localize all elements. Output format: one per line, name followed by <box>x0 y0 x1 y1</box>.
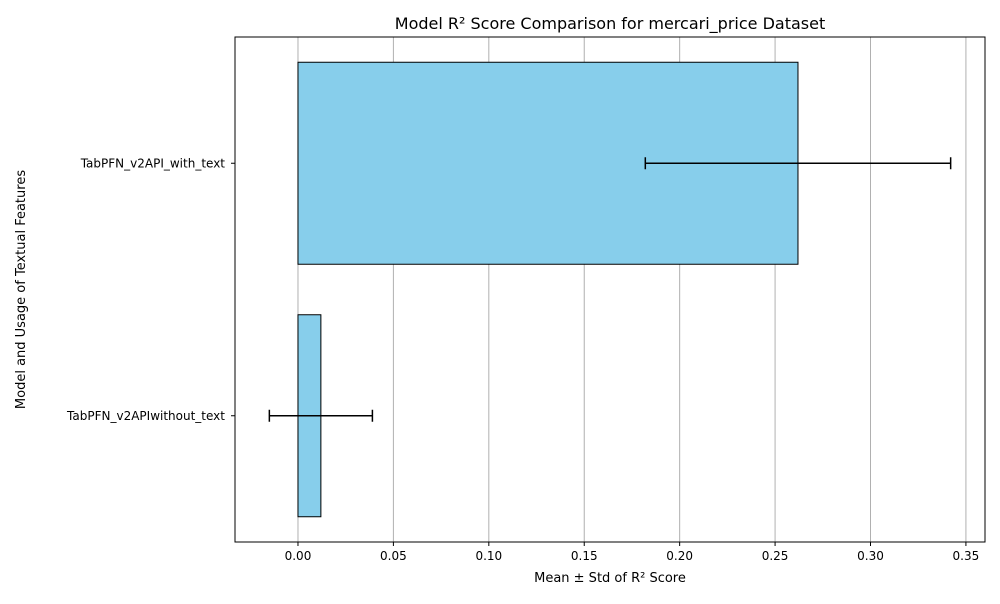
x-tick-label: 0.25 <box>762 549 789 563</box>
bars <box>297 61 799 518</box>
y-tick-label: TabPFN_v2API_with_text <box>80 156 226 170</box>
x-axis-ticks: 0.00 0.05 0.10 0.15 0.20 0.25 0.30 0.35 <box>285 542 980 563</box>
x-tick-label: 0.05 <box>380 549 407 563</box>
x-tick-label: 0.30 <box>857 549 884 563</box>
plot-frame <box>234 36 986 543</box>
x-tick-label: 0.20 <box>666 549 693 563</box>
y-axis-label: Model and Usage of Textual Features <box>14 170 29 409</box>
x-tick-label: 0.35 <box>953 549 980 563</box>
chart-title: Model R² Score Comparison for mercari_pr… <box>395 14 825 34</box>
x-tick-label: 0.00 <box>285 549 312 563</box>
x-axis-label: Mean ± Std of R² Score <box>534 571 686 586</box>
x-tick-label: 0.15 <box>571 549 598 563</box>
y-tick-label: TabPFN_v2APIwithout_text <box>66 409 225 423</box>
y-axis-ticks: TabPFN_v2APIwithout_text TabPFN_v2API_wit… <box>66 156 235 423</box>
error-bars <box>268 157 952 422</box>
x-tick-label: 0.10 <box>475 549 502 563</box>
